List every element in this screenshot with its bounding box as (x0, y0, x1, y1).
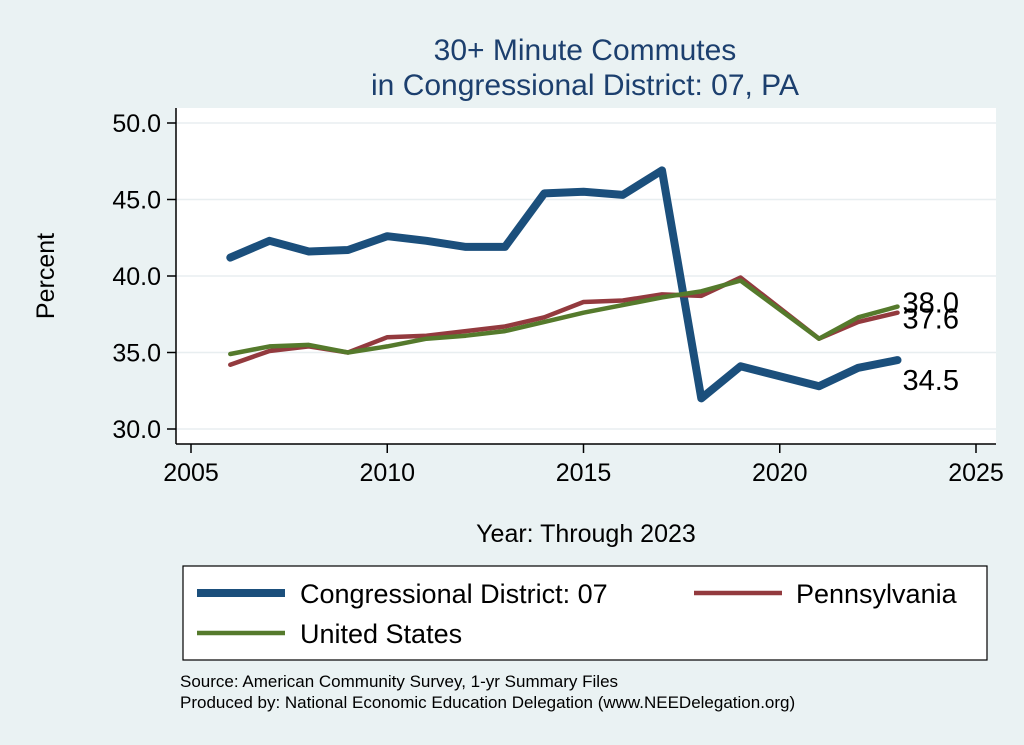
end-label: 38.0 (903, 288, 959, 320)
y-tick-label: 35.0 (112, 340, 161, 368)
y-tick-label: 30.0 (112, 416, 161, 444)
legend-label: Congressional District: 07 (300, 579, 608, 609)
legend: Congressional District: 07 Pennsylvania Un… (197, 579, 958, 649)
legend-label: United States (300, 619, 462, 649)
x-tick-label: 2020 (752, 459, 808, 487)
y-tick-label: 40.0 (112, 263, 161, 291)
series-line-congressional-district-07 (226, 166, 902, 403)
y-tick-label: 50.0 (112, 110, 161, 138)
legend-label: Pennsylvania (796, 579, 958, 609)
x-tick-label: 2005 (163, 459, 219, 487)
chart-title-line-1: 30+ Minute Commutes (434, 34, 737, 67)
axes: 30.0 35.0 40.0 45.0 50.0 2005 2010 2015 2020 2025 (112, 108, 1004, 487)
x-axis-title: Year: Through 2023 (476, 520, 696, 548)
end-labels: 34.5 37.638.0 (903, 288, 959, 398)
y-axis-title: Percent (32, 233, 60, 319)
gridlines (176, 122, 996, 430)
end-label: 34.5 (903, 365, 959, 397)
end-label: 37.6 (903, 304, 959, 336)
chart-title-line-2: in Congressional District: 07, PA (371, 69, 799, 102)
x-tick-label: 2010 (359, 459, 415, 487)
legend-box (182, 565, 988, 661)
series-line-united-states (228, 278, 900, 357)
x-tick-label: 2015 (556, 459, 612, 487)
producer-note: Produced by: National Economic Education… (180, 693, 795, 712)
source-note: Source: American Community Survey, 1-yr … (180, 672, 618, 691)
series-layer (226, 166, 902, 403)
y-tick-label: 45.0 (112, 187, 161, 215)
x-tick-label: 2025 (948, 459, 1004, 487)
